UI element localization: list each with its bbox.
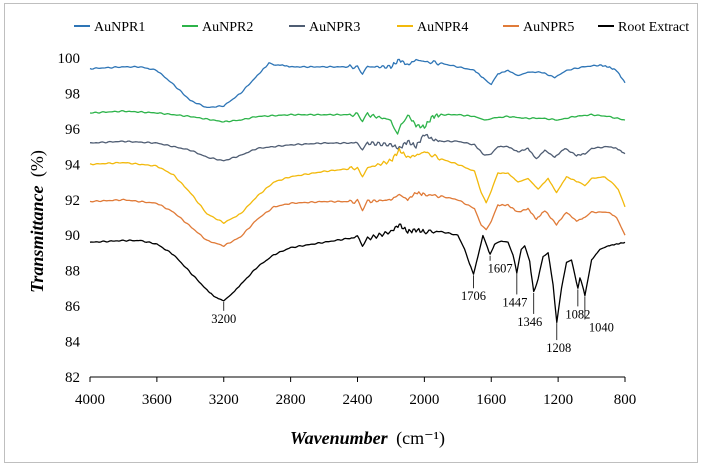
x-axis-ticks: 4000 3600 3200 2800 2400 2000 1600 1200 800 — [75, 377, 636, 408]
y-tick-label: 90 — [65, 228, 80, 244]
legend: AuNPR1 AuNPR2 AuNPR3 AuNPR4 AuNPR5 Root Extra… — [74, 20, 689, 35]
legend-label: AuNPR5 — [523, 20, 574, 35]
x-tick-label: 3600 — [142, 392, 172, 408]
x-tick-label: 3200 — [209, 392, 239, 408]
y-axis-label: Transmittance (%) — [27, 150, 48, 293]
legend-label: AuNPR3 — [309, 20, 360, 35]
series-line-root-extract — [89, 223, 626, 324]
peak-label: 1082 — [565, 307, 590, 321]
series-group — [89, 58, 626, 324]
series-line-aunpr4 — [89, 147, 626, 224]
peak-label: 1607 — [488, 262, 513, 276]
y-tick-label: 86 — [65, 299, 81, 315]
y-tick-label: 94 — [65, 157, 81, 173]
x-axis-label: Wavenumber (cm⁻¹) — [290, 428, 445, 449]
y-tick-label: 100 — [58, 51, 81, 67]
peak-label: 1706 — [461, 289, 486, 303]
peak-label: 1040 — [589, 320, 614, 334]
y-tick-label: 92 — [65, 193, 80, 209]
x-tick-label: 2800 — [276, 392, 306, 408]
legend-label: Root Extract — [618, 20, 689, 35]
y-tick-label: 88 — [65, 264, 80, 280]
series-line-aunpr3 — [89, 133, 626, 162]
x-axis-label-title: Wavenumber — [290, 428, 389, 448]
y-tick-label: 98 — [65, 86, 80, 102]
y-tick-label: 82 — [65, 370, 80, 386]
y-axis-ticks: 82 84 86 88 90 92 94 96 98 100 — [58, 51, 81, 386]
series-line-aunpr1 — [89, 58, 626, 109]
chart-frame — [4, 3, 698, 463]
y-axis-label-unit: (%) — [27, 150, 48, 177]
y-tick-label: 96 — [65, 122, 81, 138]
peak-label: 1208 — [546, 341, 571, 355]
x-tick-label: 4000 — [75, 392, 105, 408]
legend-label: AuNPR4 — [417, 20, 468, 35]
legend-label: AuNPR2 — [202, 20, 253, 35]
legend-label: AuNPR1 — [94, 20, 145, 35]
y-axis-label-title: Transmittance — [27, 186, 47, 293]
x-axis-label-unit: (cm⁻¹) — [396, 428, 445, 449]
x-tick-label: 800 — [614, 392, 637, 408]
x-tick-label: 2400 — [343, 392, 373, 408]
y-tick-label: 84 — [65, 335, 81, 351]
x-tick-label: 1600 — [476, 392, 506, 408]
series-line-aunpr2 — [89, 109, 626, 135]
peak-label: 1346 — [517, 315, 542, 329]
x-tick-label: 2000 — [409, 392, 439, 408]
x-tick-label: 1200 — [543, 392, 573, 408]
series-line-aunpr5 — [89, 191, 626, 248]
peak-label: 1447 — [502, 295, 527, 309]
peak-label: 3200 — [211, 312, 236, 326]
